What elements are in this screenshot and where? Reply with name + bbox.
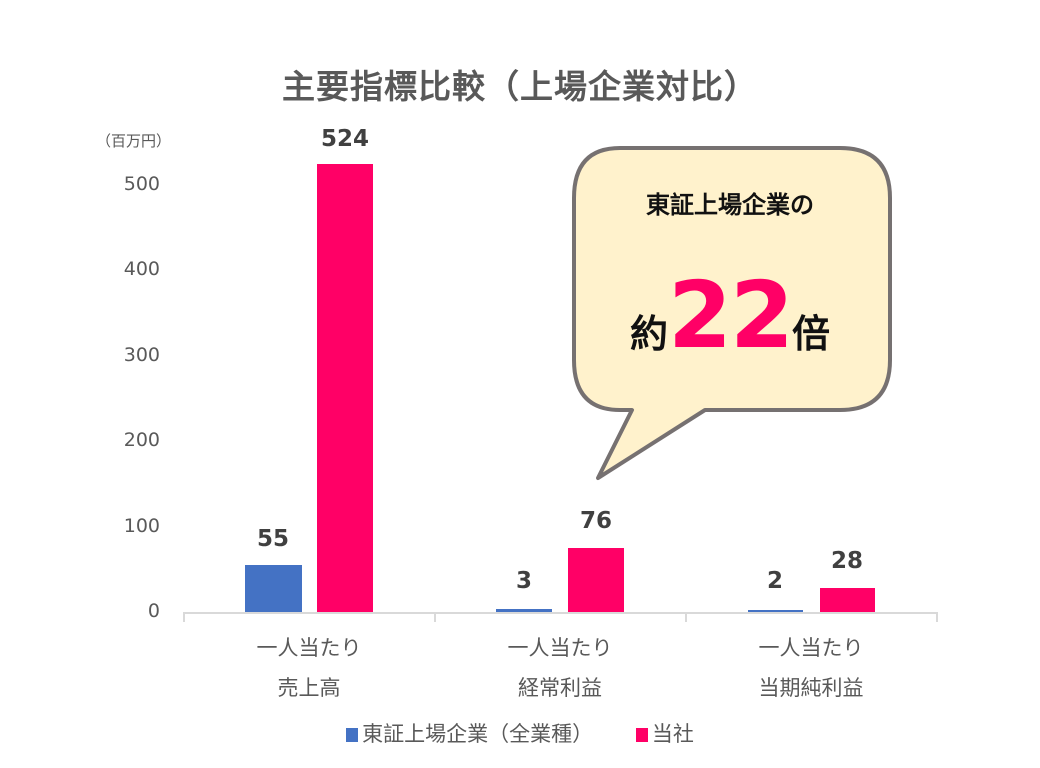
y-axis-unit-label: （百万円） — [96, 132, 172, 150]
callout-number: 22 — [667, 262, 794, 369]
y-tick-500: 500 — [123, 173, 160, 195]
bar-label-company-ordinary-profit: 76 — [579, 508, 612, 534]
x-axis-tick — [685, 612, 687, 622]
bar-company-net-profit — [820, 588, 875, 612]
bar-tse-sales — [245, 565, 302, 612]
category-label-sales: 一人当たり 売上高 — [256, 636, 362, 700]
callout-suffix: 倍 — [792, 312, 831, 356]
bar-label-tse-ordinary-profit: 3 — [515, 568, 532, 594]
legend-swatch-blue — [346, 728, 359, 742]
chart-legend: 東証上場企業（全業種） 当社 — [0, 718, 1040, 748]
category-label-ordinary-profit: 一人当たり 経常利益 — [507, 636, 613, 700]
bar-company-ordinary-profit — [568, 548, 624, 612]
category-label-net-profit: 一人当たり 当期純利益 — [758, 636, 864, 700]
x-axis-tick — [183, 612, 185, 622]
bar-tse-ordinary-profit — [496, 609, 552, 612]
y-tick-0: 0 — [147, 600, 160, 622]
x-axis-tick — [936, 612, 938, 622]
bar-tse-net-profit — [748, 610, 803, 612]
speech-bubble-callout — [572, 146, 892, 480]
bar-company-sales — [317, 164, 373, 612]
y-tick-400: 400 — [123, 258, 160, 280]
bar-label-company-net-profit: 28 — [830, 548, 863, 574]
y-tick-100: 100 — [123, 515, 160, 537]
legend-item-tse: 東証上場企業（全業種） — [346, 718, 593, 748]
callout-prefix: 約 — [629, 312, 668, 356]
legend-swatch-pink — [635, 728, 648, 742]
bar-label-tse-sales: 55 — [256, 526, 289, 552]
bar-label-company-sales: 524 — [320, 126, 369, 152]
y-tick-300: 300 — [123, 344, 160, 366]
callout-multiplier: 約22倍 — [580, 262, 880, 369]
bar-label-tse-net-profit: 2 — [766, 568, 783, 594]
legend-item-company: 当社 — [635, 718, 694, 748]
chart-title: 主要指標比較（上場企業対比） — [282, 67, 758, 106]
y-tick-200: 200 — [123, 429, 160, 451]
callout-heading: 東証上場企業の — [646, 191, 814, 219]
x-axis-tick — [434, 612, 436, 622]
x-axis-line — [183, 612, 937, 614]
